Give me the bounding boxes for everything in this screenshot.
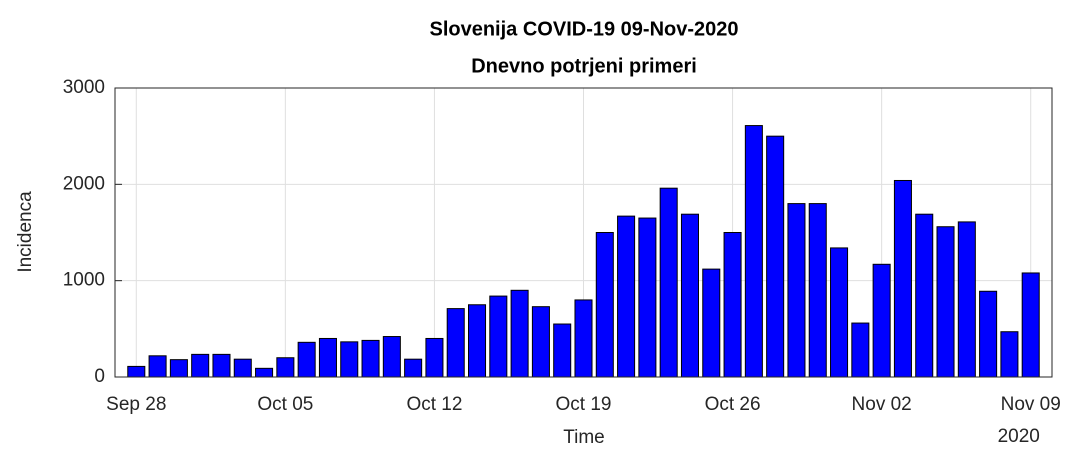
bar (318, 337, 337, 378)
bar (979, 290, 998, 378)
bar (638, 217, 657, 378)
bar (191, 353, 210, 378)
bar (893, 179, 912, 378)
bar (872, 263, 891, 378)
x-tick-label: Oct 12 (406, 394, 462, 415)
x-tick-label: Oct 19 (556, 394, 612, 415)
bar (446, 308, 465, 378)
bar (617, 215, 636, 378)
bar (851, 322, 870, 378)
bar (787, 203, 806, 378)
y-axis-label: Incidenca (15, 191, 36, 273)
y-tick-label: 1000 (63, 270, 105, 291)
bar (169, 359, 188, 378)
x-tick-label: Sep 28 (106, 394, 166, 415)
bar (148, 355, 167, 378)
x-tick-label: Oct 26 (705, 394, 761, 415)
x-tick-label: Nov 02 (852, 394, 912, 415)
bar (723, 232, 742, 378)
bar (702, 268, 721, 378)
chart-subtitle: Dnevno potrjeni primeri (471, 55, 697, 77)
bar (297, 341, 316, 378)
bar (276, 357, 295, 378)
chart-title: Slovenija COVID-19 09-Nov-2020 (429, 18, 738, 40)
bar (340, 341, 359, 378)
bar (957, 221, 976, 378)
bar (766, 135, 785, 378)
bar (574, 299, 593, 378)
plot-frame (114, 87, 1053, 378)
bar (744, 125, 763, 378)
bar (361, 339, 380, 378)
x-axis-label: Time (563, 427, 605, 448)
y-tick-label: 3000 (63, 77, 105, 98)
bar (468, 304, 487, 378)
bar (659, 187, 678, 378)
x-tick-label: Oct 05 (257, 394, 313, 415)
bar (680, 213, 699, 378)
bar (553, 323, 572, 378)
bar (595, 232, 614, 378)
bar (1000, 331, 1019, 378)
bar (915, 213, 934, 378)
bar (510, 289, 529, 378)
bar (212, 353, 231, 378)
bar (808, 203, 827, 378)
x-year-label: 2020 (998, 426, 1040, 447)
y-tick-label: 0 (94, 366, 105, 387)
bar (127, 365, 146, 378)
bar (489, 295, 508, 378)
bar (404, 358, 423, 378)
y-tick-label: 2000 (63, 173, 105, 194)
bar (425, 337, 444, 378)
x-tick-label: Nov 09 (1001, 394, 1061, 415)
bar (830, 247, 849, 378)
bar (936, 226, 955, 378)
bar (233, 358, 252, 378)
bar (531, 306, 550, 378)
bar (382, 336, 401, 378)
bar (1021, 272, 1040, 378)
bar (255, 367, 274, 378)
